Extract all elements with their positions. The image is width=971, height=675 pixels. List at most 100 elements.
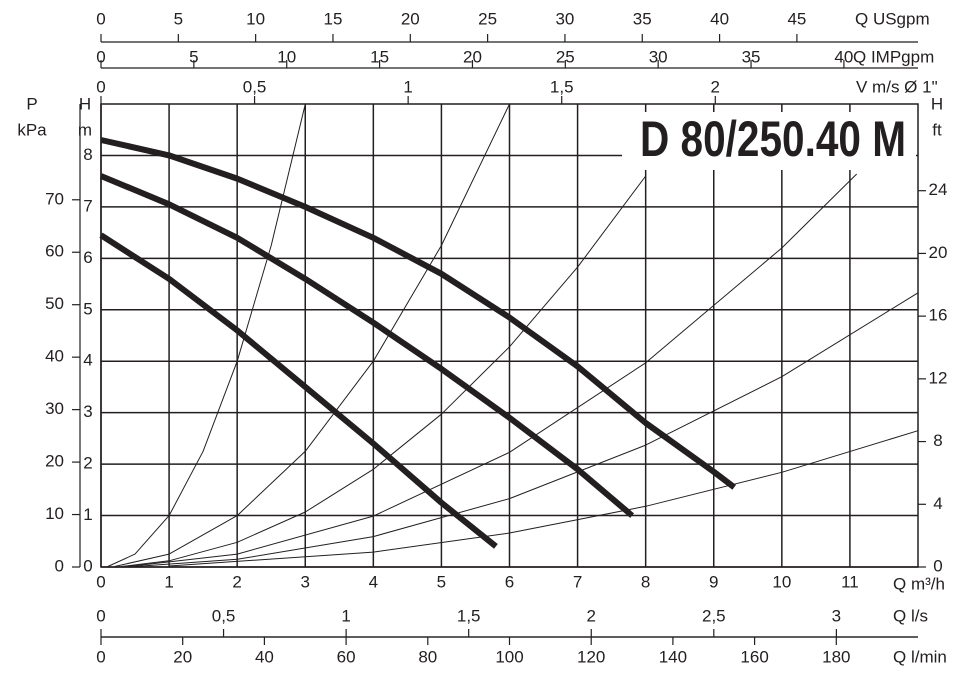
y-tick-label: 4 (83, 351, 92, 370)
x-axis-label: Q m³/h (893, 574, 945, 593)
axis-tick-label: 0,5 (212, 606, 236, 625)
axis-tick-label: 0 (96, 47, 105, 66)
left-tick-label: 0 (55, 556, 64, 575)
curve (99, 232, 498, 549)
axis-tick-label: 40 (710, 9, 729, 28)
left-tick-label: 50 (45, 294, 64, 313)
left-tick-label: 20 (45, 452, 64, 471)
x-tick-label: 8 (641, 572, 650, 591)
axis-tick-label: 25 (556, 47, 575, 66)
axis-tick-label: 180 (822, 647, 850, 666)
axis-tick-label: 20 (401, 9, 420, 28)
axis-label: V m/s Ø 1" (856, 77, 938, 96)
left-axis-unit: kPa (17, 120, 47, 139)
axis-tick-label: 2,5 (702, 606, 726, 625)
x-tick-label: 4 (369, 572, 378, 591)
curve (114, 103, 510, 567)
axis-tick-label: 0 (96, 77, 105, 96)
curve (134, 292, 919, 567)
axis-tick-label: 0 (96, 647, 105, 666)
x-tick-label: 1 (164, 572, 173, 591)
axis-tick-label: 160 (740, 647, 768, 666)
x-tick-label: 3 (301, 572, 310, 591)
axis-tick-label: 120 (577, 647, 605, 666)
axis-tick-label: 2 (711, 77, 720, 96)
left-tick-label: 30 (45, 399, 64, 418)
right-tick-label: 12 (929, 368, 948, 387)
axis-label: Q IMPgpm (853, 47, 934, 66)
x-tick-label: 6 (505, 572, 514, 591)
axis-label: Q l/s (893, 606, 928, 625)
y-tick-label: 1 (83, 505, 92, 524)
axis-tick-label: 0 (96, 606, 105, 625)
x-tick-label: 7 (573, 572, 582, 591)
axis-tick-label: 1,5 (457, 606, 481, 625)
x-tick-label: 11 (841, 572, 859, 591)
axis-tick-label: 5 (189, 47, 198, 66)
chart-title: D 80/250.40 M (640, 111, 906, 167)
axis-tick-label: 100 (495, 647, 523, 666)
axis-tick-label: 2 (587, 606, 596, 625)
right-axis-symbol: H (931, 94, 943, 113)
y-tick-label: 6 (83, 248, 92, 267)
right-tick-label: 0 (933, 556, 942, 575)
right-axis-unit: ft (932, 120, 942, 139)
axis-tick-label: 10 (277, 47, 296, 66)
axis-tick-label: 140 (659, 647, 687, 666)
y-tick-label: 3 (83, 402, 92, 421)
axis-tick-label: 60 (337, 647, 356, 666)
left-tick-label: 10 (45, 504, 64, 523)
curve (107, 103, 306, 567)
axis-tick-label: 1 (341, 606, 350, 625)
curve (121, 175, 647, 567)
axis-tick-label: 10 (246, 9, 265, 28)
y-tick-label: 5 (83, 299, 92, 318)
axis-tick-label: 30 (555, 9, 574, 28)
axis-tick-label: 5 (174, 9, 183, 28)
right-tick-label: 8 (933, 431, 942, 450)
axis-tick-label: 0,5 (243, 77, 267, 96)
axis-tick-label: 40 (255, 647, 274, 666)
right-tick-label: 24 (929, 180, 948, 199)
axis-tick-label: 25 (478, 9, 497, 28)
curve (100, 137, 737, 490)
right-tick-label: 16 (929, 306, 948, 325)
y-axis-unit: m (78, 120, 92, 139)
right-tick-label: 20 (929, 243, 948, 262)
axis-tick-label: 30 (649, 47, 668, 66)
left-axis-symbol: P (26, 94, 37, 113)
axis-tick-label: 1,5 (550, 77, 574, 96)
y-axis-symbol: H (79, 94, 91, 113)
x-tick-label: 10 (772, 572, 791, 591)
axis-label: Q l/min (893, 647, 947, 666)
axis-tick-label: 20 (463, 47, 482, 66)
axis-tick-label: 20 (173, 647, 192, 666)
title-box (622, 112, 916, 170)
axis-tick-label: 80 (418, 647, 437, 666)
y-tick-label: 7 (83, 196, 92, 215)
axis-tick-label: 0 (96, 9, 105, 28)
y-tick-label: 0 (83, 556, 92, 575)
x-tick-label: 9 (709, 572, 718, 591)
axis-label: Q USgpm (855, 9, 930, 28)
axis-tick-label: 15 (370, 47, 389, 66)
x-tick-label: 5 (437, 572, 446, 591)
axis-tick-label: 35 (633, 9, 652, 28)
left-tick-label: 60 (45, 242, 64, 261)
x-tick-label: 2 (232, 572, 241, 591)
left-tick-label: 40 (45, 347, 64, 366)
axis-tick-label: 45 (787, 9, 806, 28)
axis-tick-label: 40 (834, 47, 853, 66)
y-tick-label: 8 (83, 145, 92, 164)
curve (169, 430, 919, 567)
axis-tick-label: 35 (742, 47, 761, 66)
y-tick-label: 2 (83, 454, 92, 473)
right-tick-label: 4 (933, 494, 942, 513)
axis-tick-label: 3 (832, 606, 841, 625)
left-tick-label: 70 (45, 189, 64, 208)
axis-tick-label: 1 (403, 77, 412, 96)
curve (128, 173, 858, 567)
x-tick-label: 0 (96, 572, 105, 591)
axis-tick-label: 15 (324, 9, 343, 28)
